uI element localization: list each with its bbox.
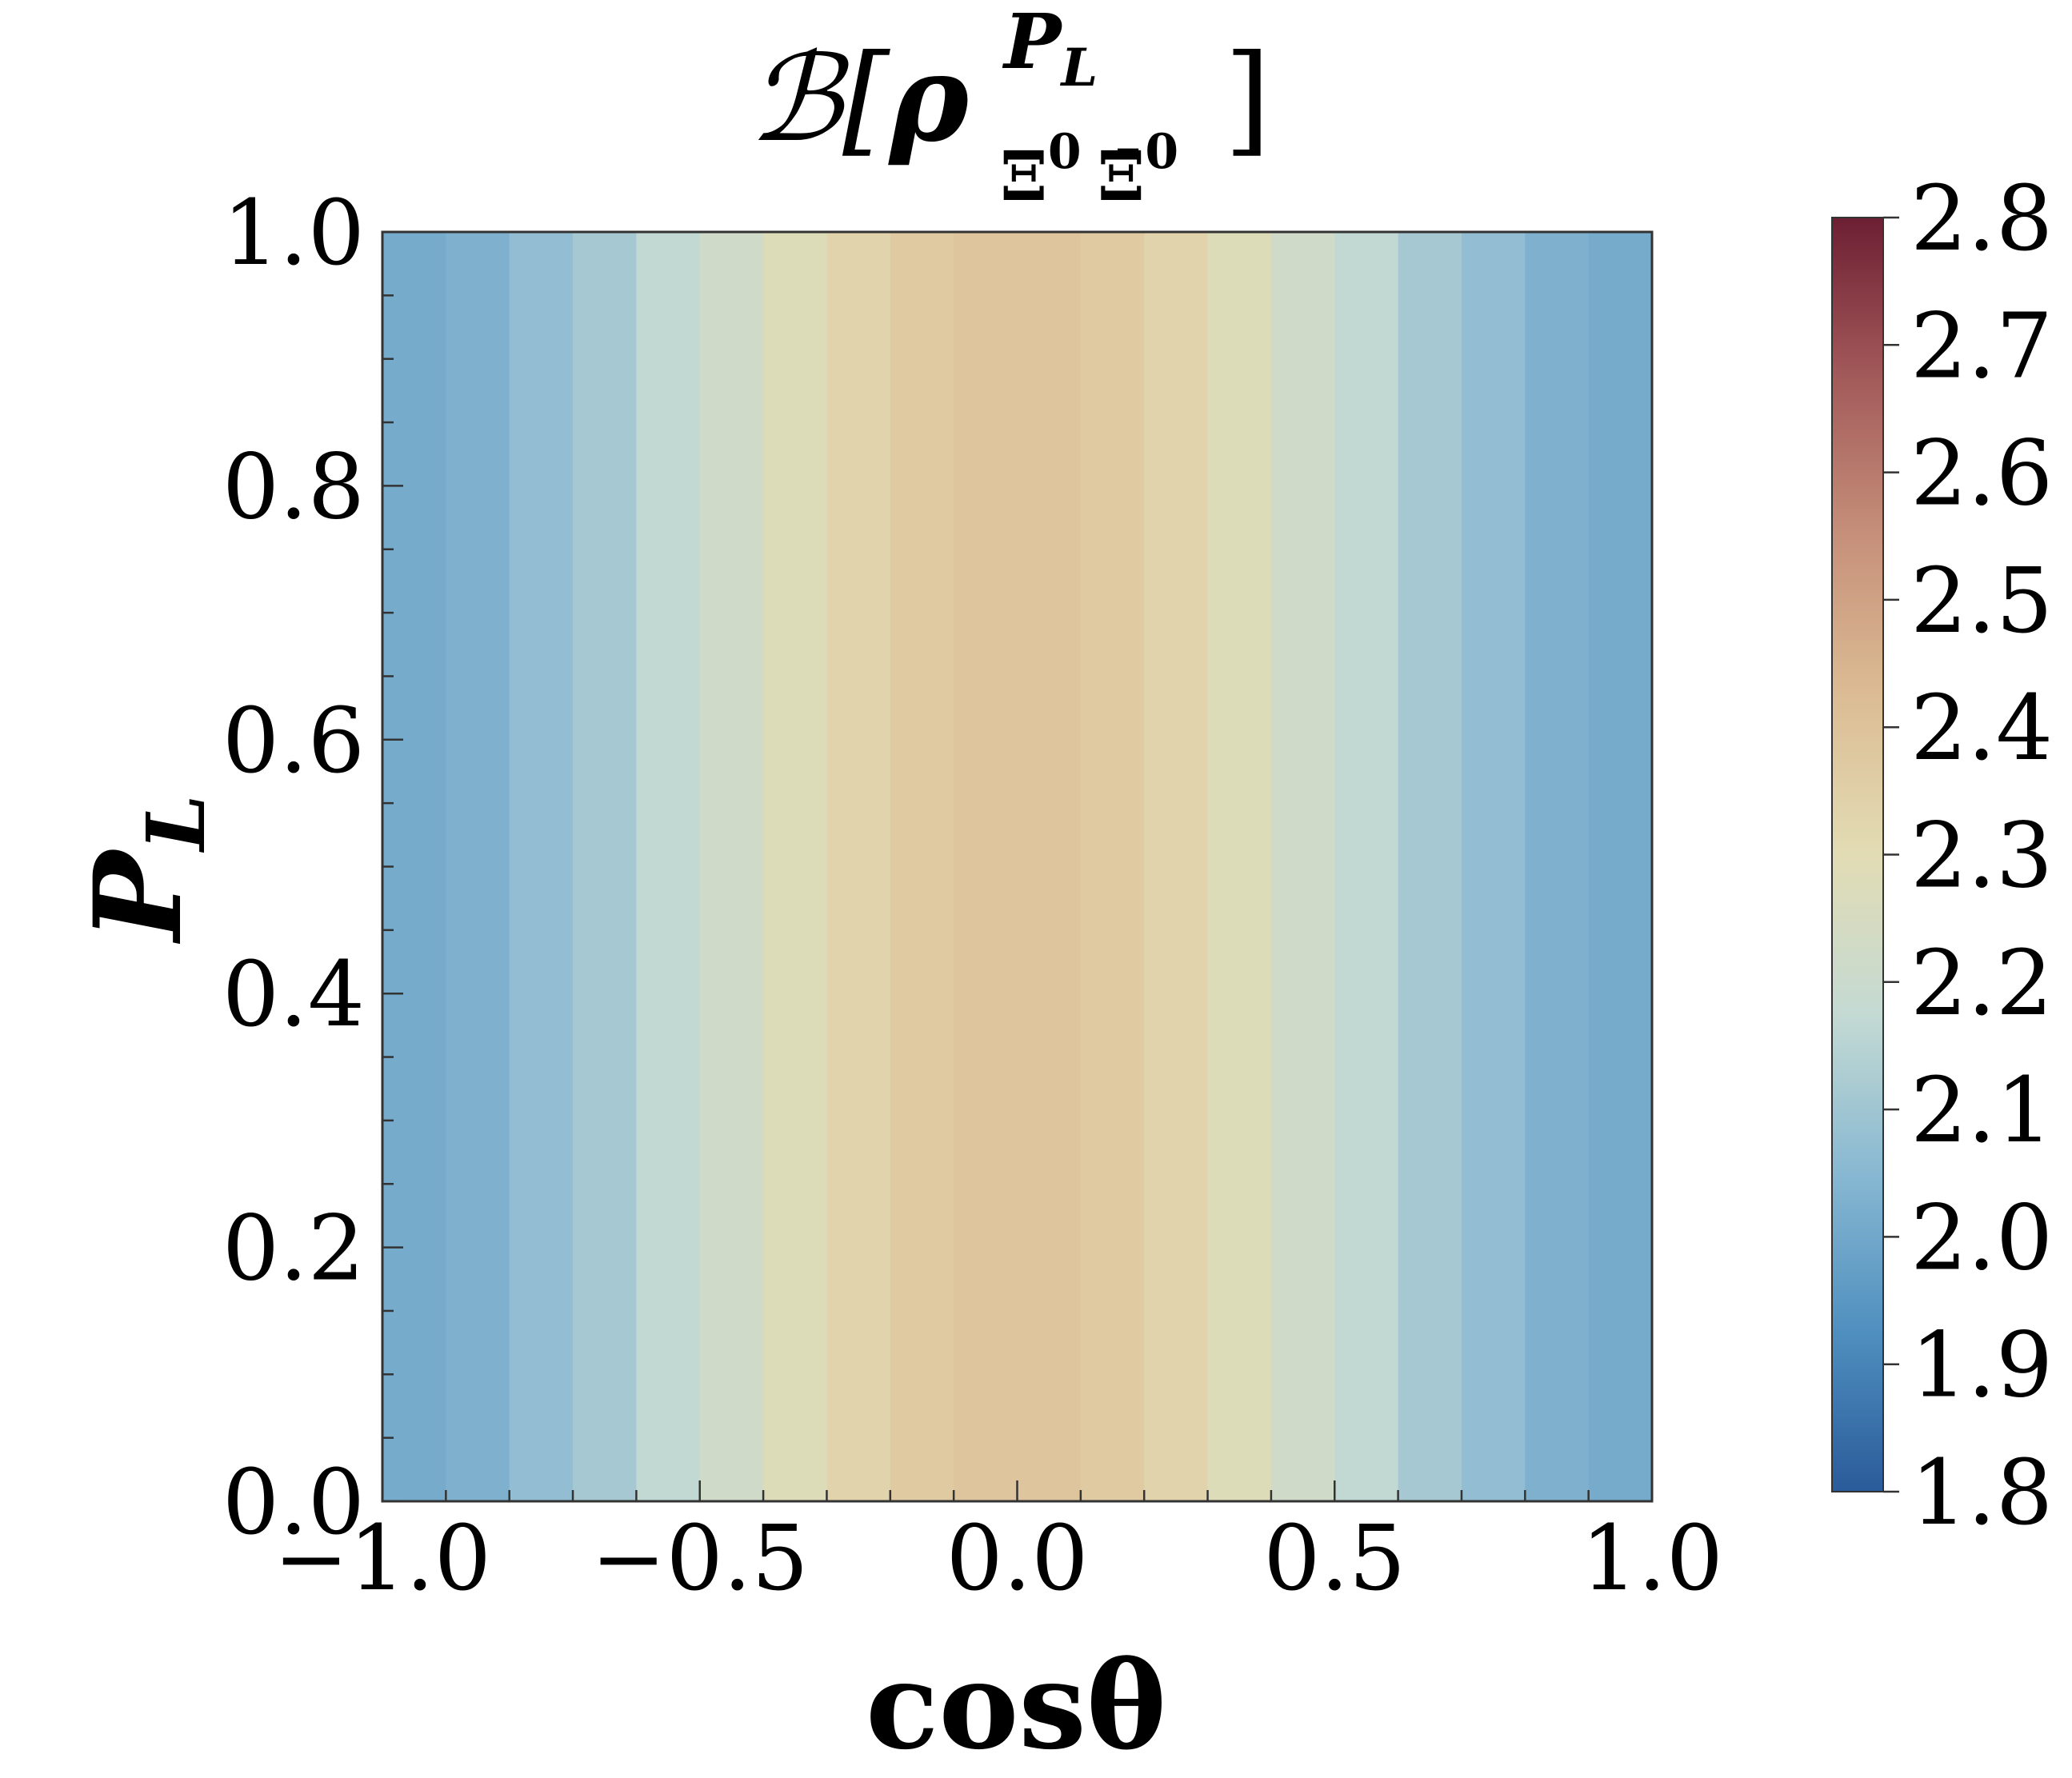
- x-tick-label: 0.0: [946, 1507, 1088, 1611]
- heatmap-column: [1080, 232, 1145, 1501]
- colorbar-tick-label: 1.9: [1910, 1314, 2053, 1418]
- y-tick-label: 0.6: [222, 689, 365, 793]
- heatmap-column: [890, 232, 954, 1501]
- heatmap-column: [1270, 232, 1336, 1501]
- colorbar-tick-label: 2.1: [1910, 1059, 2053, 1163]
- heatmap-column: [509, 232, 574, 1501]
- heatmap-column: [446, 232, 510, 1501]
- colorbar-tick-label: 2.3: [1910, 805, 2053, 909]
- heatmap-column: [1525, 232, 1590, 1501]
- y-tick-label: 0.8: [222, 435, 365, 539]
- x-axis-ticks: −1.0 −0.5 0.0 0.5 1.0: [274, 1480, 1723, 1611]
- y-axis-label-sub: L: [129, 794, 223, 853]
- title-prefix: ℬ[: [748, 30, 890, 169]
- x-tick-label: 1.0: [1581, 1507, 1723, 1611]
- heatmap-column: [763, 232, 828, 1501]
- svg-text:Ξ0Ξ̄0: Ξ0 Ξ̄0: [1000, 124, 1178, 217]
- colorbar-tick-label: 2.6: [1910, 422, 2053, 526]
- heatmap-column: [1588, 232, 1653, 1501]
- heatmap-column: [1461, 232, 1526, 1501]
- heatmap-column: [1207, 232, 1272, 1501]
- title-superscript: P: [1002, 0, 1063, 86]
- colorbar-tick-label: 2.7: [1910, 294, 2053, 398]
- x-tick-label: −0.5: [591, 1507, 809, 1611]
- x-axis-label: cosθ: [866, 1636, 1166, 1776]
- colorbar-tick-label: 2.8: [1910, 167, 2053, 271]
- y-axis-ticks: 0.0 0.2 0.4 0.6 0.8 1.0: [222, 182, 403, 1555]
- heatmap-column: [1017, 232, 1082, 1501]
- title-subscript-1-sup: 0: [1048, 124, 1082, 180]
- title-subscript-2: Ξ̄: [1098, 137, 1146, 217]
- svg-text:ℬ[ρ: ℬ[ρ: [748, 28, 970, 169]
- colorbar-tick-label: 1.8: [1910, 1441, 2053, 1545]
- y-tick-label: 1.0: [222, 182, 365, 286]
- heatmap-column: [1398, 232, 1462, 1501]
- y-tick-label: 0.2: [222, 1197, 365, 1301]
- title-symbol: ρ: [887, 28, 970, 169]
- x-tick-label: 0.5: [1263, 1507, 1406, 1611]
- y-tick-label: 0.0: [222, 1451, 365, 1555]
- y-tick-label: 0.4: [222, 943, 365, 1047]
- y-axis-label: PL: [68, 794, 223, 944]
- heatmap-column: [699, 232, 764, 1501]
- heatmap-column: [573, 232, 638, 1501]
- chart-title: ℬ[ρ PL Ξ0 Ξ̄0 ]: [748, 0, 1271, 217]
- title-suffix: ]: [1224, 30, 1271, 169]
- x-tick-label: −1.0: [274, 1507, 491, 1611]
- title-subscript-1: Ξ: [1000, 137, 1048, 217]
- svg-text:]: ]: [1224, 30, 1271, 169]
- title-subscript-2-sup: 0: [1145, 124, 1178, 180]
- heatmap-column: [636, 232, 701, 1501]
- colorbar: [1831, 217, 1884, 1492]
- colorbar-ticks: 1.8 1.9 2.0 2.1 2.2 2.3 2.4 2.5 2.6 2.7 2.8: [1883, 167, 2053, 1545]
- title-superscript-sub: L: [1059, 38, 1098, 98]
- svg-text:PL: PL: [1002, 0, 1098, 98]
- heatmap-column: [1334, 232, 1399, 1501]
- y-axis-label-main: P: [68, 848, 209, 945]
- svg-text:PL: PL: [68, 794, 223, 944]
- colorbar-tick-label: 2.0: [1910, 1186, 2053, 1290]
- colorbar-tick-label: 2.4: [1910, 677, 2053, 781]
- heatmap-column: [954, 232, 1018, 1501]
- heatmap-cells: [382, 232, 1653, 1501]
- heatmap-column: [826, 232, 891, 1501]
- colorbar-tick-label: 2.2: [1910, 932, 2053, 1036]
- heatmap-column: [1144, 232, 1209, 1501]
- colorbar-tick-label: 2.5: [1910, 549, 2053, 653]
